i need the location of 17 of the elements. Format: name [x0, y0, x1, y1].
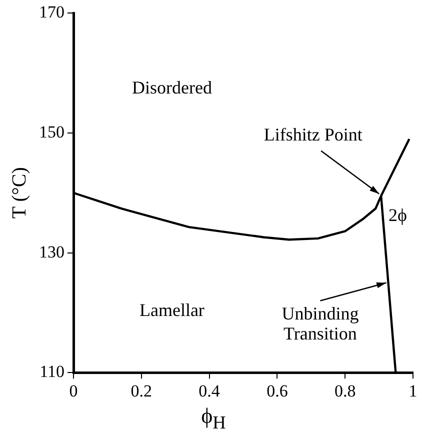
y-tick-label: 130: [39, 242, 64, 262]
y-axis-title: T (°C): [8, 167, 30, 219]
x-tick-label: 0.4: [198, 381, 220, 400]
annotation: Lifshitz Point: [264, 124, 362, 145]
y-tick-label: 150: [39, 122, 64, 142]
x-tick-label: 0.6: [266, 381, 288, 400]
y-tick-label: 170: [39, 2, 64, 22]
x-tick-label: 0.8: [334, 381, 356, 400]
y-tick-label: 110: [40, 362, 64, 382]
x-tick-label: 1: [408, 381, 418, 400]
x-tick-label: 0.2: [130, 381, 152, 400]
x-axis-title: ϕ$_{H}$: [200, 403, 227, 434]
annotation: Lamellar: [139, 300, 204, 320]
annotation: Unbinding Transition: [282, 303, 359, 344]
x-tick-label: 0: [69, 381, 78, 400]
annotation: Disordered: [132, 77, 212, 98]
annotation: 2ϕ: [388, 204, 407, 225]
